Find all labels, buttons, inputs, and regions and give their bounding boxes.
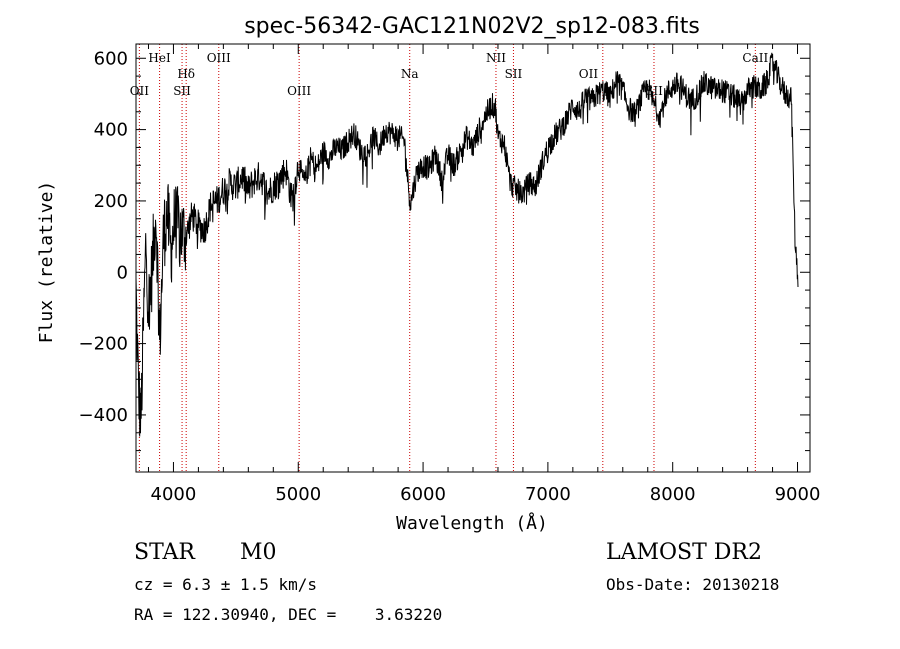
y-tick-label: 400 bbox=[94, 120, 128, 141]
line-annotation-label: SII bbox=[505, 67, 523, 81]
y-tick-label: −200 bbox=[79, 334, 128, 355]
y-tick-label: 200 bbox=[94, 191, 128, 212]
y-tick-label: −400 bbox=[79, 405, 128, 426]
redshift-cz: cz = 6.3 ± 1.5 km/s bbox=[134, 575, 318, 594]
y-axis-label: Flux (relative) bbox=[36, 181, 57, 344]
ra-dec: RA = 122.30940, DEC = 3.63220 bbox=[134, 605, 443, 624]
flux-series-line bbox=[135, 52, 799, 437]
object-subclass: M0 bbox=[240, 540, 277, 565]
y-tick-label: 0 bbox=[117, 262, 128, 283]
line-annotation-label: OIII bbox=[207, 51, 231, 65]
plot-frame bbox=[135, 43, 811, 473]
chart-title: spec-56342-GAC121N02V2_sp12-083.fits bbox=[244, 14, 700, 39]
x-tick-label: 5000 bbox=[275, 484, 321, 505]
x-tick-label: 6000 bbox=[400, 484, 446, 505]
line-annotation-label: NII bbox=[486, 51, 506, 65]
line-annotation-label: CaII bbox=[742, 51, 768, 65]
x-axis-label: Wavelength (Å) bbox=[396, 512, 548, 534]
line-annotation-label: HeI bbox=[148, 51, 171, 65]
x-tick-label: 9000 bbox=[775, 484, 821, 505]
line-annotation-label: Na bbox=[401, 67, 419, 81]
line-markers bbox=[138, 44, 756, 472]
object-class: STAR bbox=[134, 540, 195, 565]
line-annotation-label: Hδ bbox=[177, 67, 195, 81]
line-annotation-label: OIII bbox=[287, 84, 311, 98]
line-annotation-label: SII bbox=[173, 84, 191, 98]
y-tick-label: 600 bbox=[94, 48, 128, 69]
line-annotation-label: OII bbox=[130, 84, 150, 98]
survey-name: LAMOST DR2 bbox=[606, 540, 762, 565]
x-tick-label: 7000 bbox=[525, 484, 571, 505]
x-axis: 4000 5000 6000 7000 8000 9000 bbox=[147, 44, 821, 505]
line-annotation-label: OII bbox=[579, 67, 599, 81]
obs-date: Obs-Date: 20130218 bbox=[606, 575, 780, 594]
x-tick-label: 8000 bbox=[650, 484, 696, 505]
x-tick-label: 4000 bbox=[151, 484, 197, 505]
y-axis: −400 −200 0 200 400 600 bbox=[79, 48, 810, 452]
